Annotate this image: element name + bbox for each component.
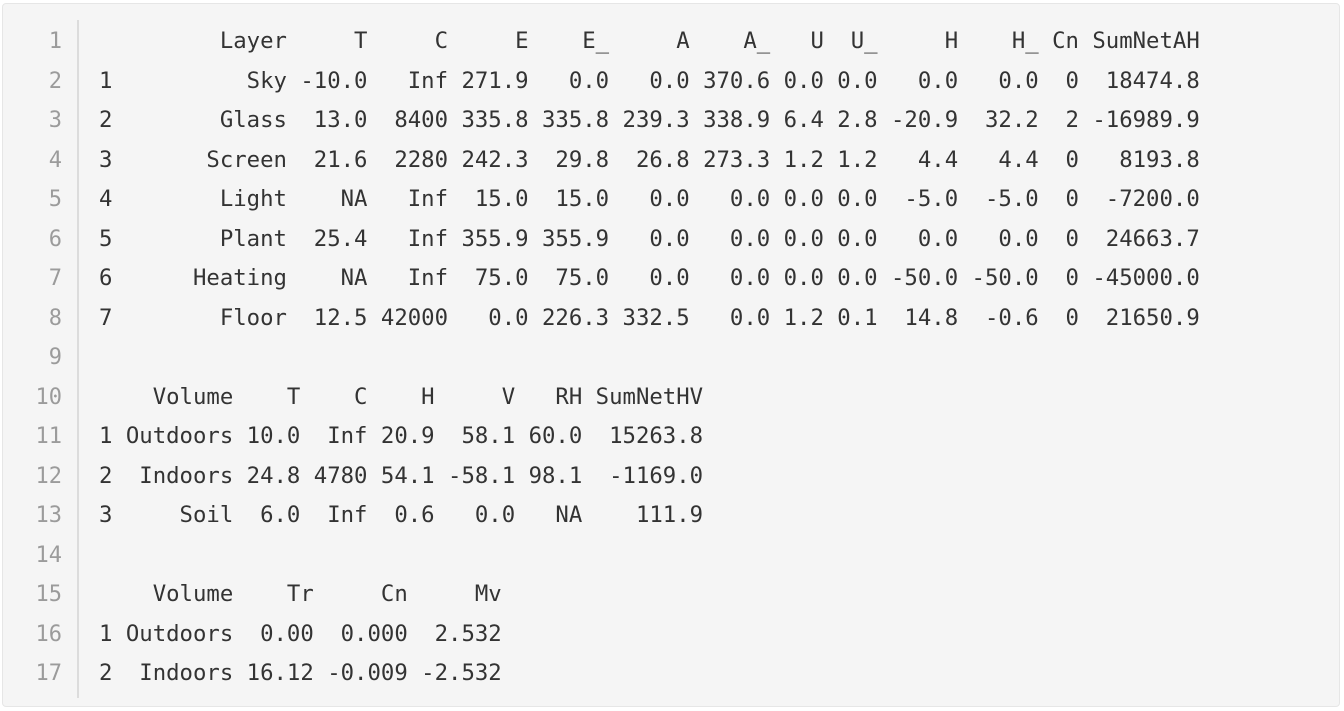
gutter-divider [77, 20, 79, 698]
code-line: 3 Screen 21.6 2280 242.3 29.8 26.8 273.3… [99, 146, 1200, 173]
line-number: 17 [35, 661, 63, 686]
code-line: Volume T C H V RH SumNetHV [99, 383, 704, 410]
code-text[interactable]: Layer T C E E_ A A_ U U_ H H_ Cn SumNetA… [99, 22, 1200, 694]
code-line: Layer T C E E_ A A_ U U_ H H_ Cn SumNetA… [99, 28, 1200, 54]
line-number: 12 [35, 463, 63, 489]
line-number: 16 [35, 621, 63, 647]
code-line: 7 Floor 12.5 42000 0.0 226.3 332.5 0.0 1… [99, 304, 1200, 331]
code-line: 5 Plant 25.4 Inf 355.9 355.9 0.0 0.0 0.0… [99, 225, 1200, 252]
line-number: 10 [35, 384, 63, 410]
line-number: 4 [48, 147, 62, 173]
code-line: 1 Outdoors 0.00 0.000 2.532 [99, 620, 502, 647]
code-line: 6 Heating NA Inf 75.0 75.0 0.0 0.0 0.0 0… [99, 265, 1200, 291]
code-output-block: 1 2 3 4 5 6 7 8 9 10 11 12 13 14 15 16 1… [2, 3, 1340, 707]
code-line: 3 Soil 6.0 Inf 0.6 0.0 NA 111.9 [99, 502, 704, 528]
line-number: 9 [48, 345, 62, 370]
code-line [99, 338, 1200, 378]
code-line: 1 Outdoors 10.0 Inf 20.9 58.1 60.0 15263… [99, 423, 704, 449]
line-number: 13 [35, 503, 63, 528]
code-line: 1 Sky -10.0 Inf 271.9 0.0 0.0 370.6 0.0 … [99, 67, 1200, 94]
line-number: 14 [35, 542, 63, 568]
line-number: 7 [48, 266, 62, 291]
code-line: 4 Light NA Inf 15.0 15.0 0.0 0.0 0.0 0.0… [99, 186, 1200, 212]
line-number: 5 [48, 187, 62, 212]
line-number: 2 [48, 68, 62, 94]
code-line: Volume Tr Cn Mv [99, 581, 502, 607]
code-line: 2 Glass 13.0 8400 335.8 335.8 239.3 338.… [99, 107, 1200, 133]
line-number: 1 [48, 29, 62, 54]
line-number: 8 [48, 305, 62, 331]
line-number: 15 [35, 582, 63, 607]
code-line: 2 Indoors 24.8 4780 54.1 -58.1 98.1 -116… [99, 462, 704, 489]
line-number: 11 [35, 424, 63, 449]
line-number-gutter: 1 2 3 4 5 6 7 8 9 10 11 12 13 14 15 16 1… [3, 22, 77, 694]
code-line: 2 Indoors 16.12 -0.009 -2.532 [99, 660, 502, 686]
line-number: 6 [48, 226, 62, 252]
code-line [99, 536, 1200, 576]
line-number: 3 [48, 108, 62, 133]
